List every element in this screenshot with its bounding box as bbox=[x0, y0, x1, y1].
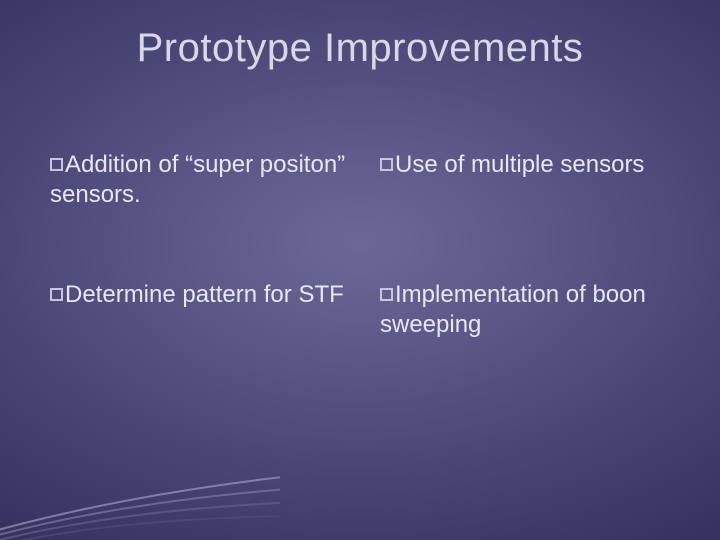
bullet-text: Use of multiple sensors bbox=[395, 151, 644, 178]
slide: Prototype Improvements Addition of “supe… bbox=[0, 0, 720, 540]
slide-content: Addition of “super positon” sensors. Use… bbox=[50, 150, 680, 340]
bullet-text: Determine pattern for STF bbox=[65, 281, 344, 308]
bullet-item: Determine pattern for STF bbox=[50, 280, 350, 340]
bullet-text: Implementation of boon sweeping bbox=[380, 281, 646, 338]
bullet-square-icon bbox=[50, 158, 63, 171]
corner-swoosh-decoration bbox=[0, 440, 280, 540]
bullet-item: Implementation of boon sweeping bbox=[380, 280, 680, 340]
bullet-square-icon bbox=[50, 288, 63, 301]
bullet-square-icon bbox=[380, 288, 393, 301]
bullet-square-icon bbox=[380, 158, 393, 171]
bullet-text: Addition of “super positon” sensors. bbox=[50, 151, 345, 208]
bullet-item: Addition of “super positon” sensors. bbox=[50, 150, 350, 210]
bullet-item: Use of multiple sensors bbox=[380, 150, 680, 210]
slide-title: Prototype Improvements bbox=[0, 26, 720, 71]
